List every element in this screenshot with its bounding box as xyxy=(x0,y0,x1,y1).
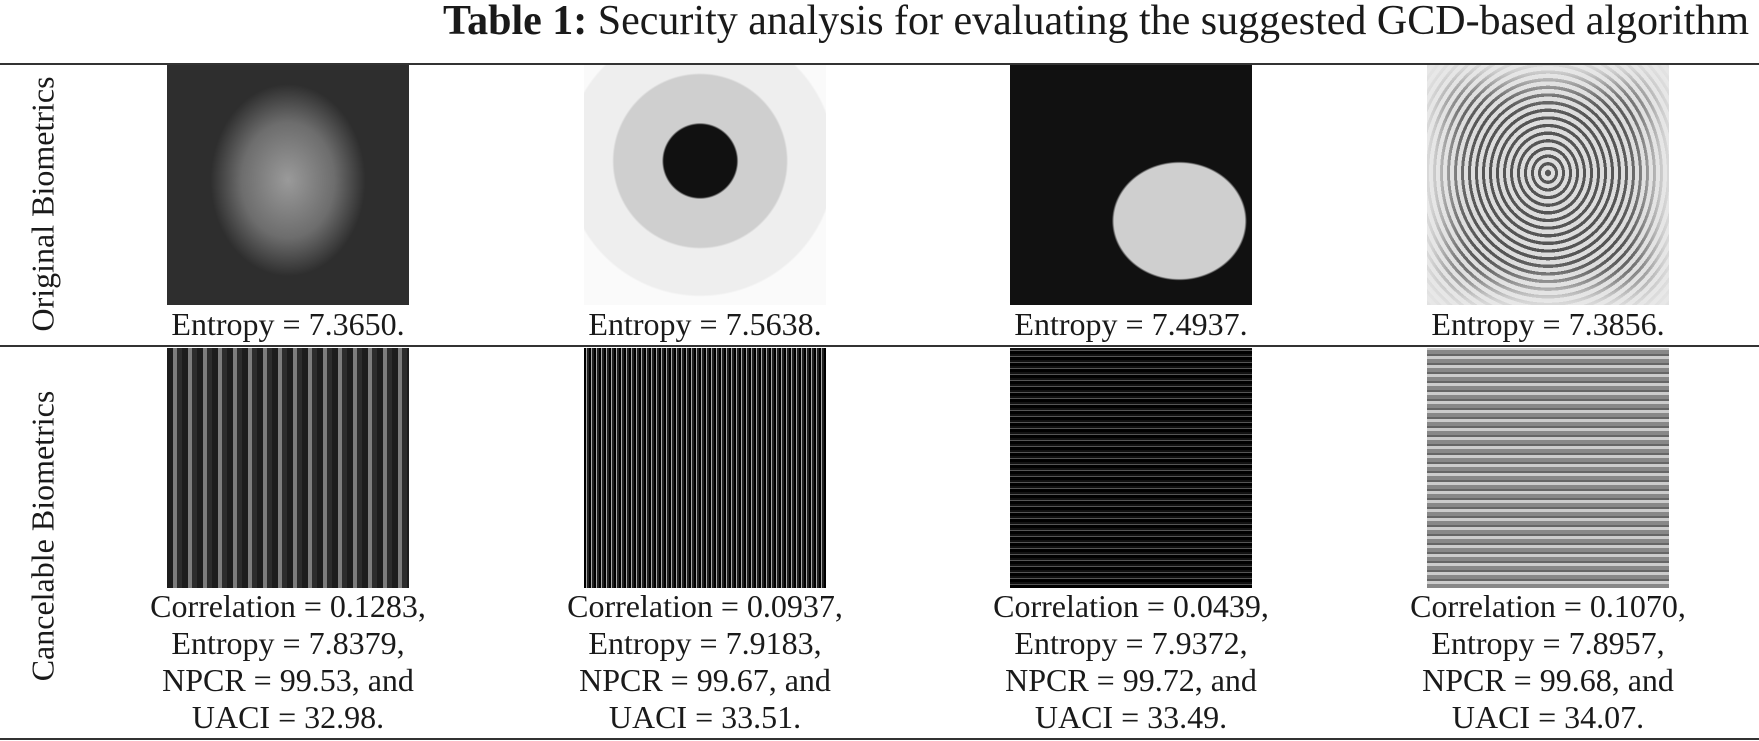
cell-line: Entropy = 7.4937. xyxy=(1014,306,1248,342)
face-image xyxy=(167,65,409,305)
cell-line: UACI = 33.51. xyxy=(608,699,802,735)
cell-line: Entropy = 7.3856. xyxy=(1431,306,1665,342)
cell-line: NPCR = 99.72, and xyxy=(1005,662,1257,698)
cell-line: Correlation = 0.1070, xyxy=(1410,588,1686,624)
cancelable-image xyxy=(167,348,409,588)
fingerprint-image xyxy=(1427,65,1669,305)
cell-line: Entropy = 7.8957, xyxy=(1431,625,1665,661)
caption-text: Security analysis for evaluating the sug… xyxy=(597,0,1749,44)
cancelable-image xyxy=(584,348,826,588)
row-header: Cancelable Biometrics xyxy=(24,390,61,682)
cell-text: Entropy = 7.3856. xyxy=(1431,306,1664,343)
cell-line: UACI = 32.98. xyxy=(191,699,385,735)
cell-line: UACI = 34.07. xyxy=(1451,699,1645,735)
cell-line: NPCR = 99.67, and xyxy=(579,662,831,698)
cell-line: Correlation = 0.0439, xyxy=(993,588,1269,624)
caption-label: Table 1: xyxy=(442,0,588,44)
row-header: Original Biometrics xyxy=(24,76,61,332)
cell-text: Entropy = 7.3650. xyxy=(171,306,404,343)
top-rule xyxy=(0,63,1759,65)
cell-text: Correlation = 0.0937, Entropy = 7.9183, NP… xyxy=(567,588,843,736)
cancelable-image xyxy=(1010,348,1252,588)
cancelable-image xyxy=(1427,348,1669,588)
cell-line: Entropy = 7.9183, xyxy=(588,625,822,661)
cell-text: Entropy = 7.5638. xyxy=(588,306,821,343)
cell-text: Correlation = 0.1283, Entropy = 7.8379, NP… xyxy=(150,588,426,736)
cell-text: Correlation = 0.0439, Entropy = 7.9372, NP… xyxy=(993,588,1269,736)
cell-line: NPCR = 99.68, and xyxy=(1422,662,1674,698)
cell-line: Entropy = 7.8379, xyxy=(171,625,405,661)
cell-text: Entropy = 7.4937. xyxy=(1014,306,1247,343)
palm-image xyxy=(1010,65,1252,305)
cell-line: Entropy = 7.5638. xyxy=(588,306,822,342)
cell-line: Correlation = 0.1283, xyxy=(150,588,426,624)
cell-line: Correlation = 0.0937, xyxy=(567,588,843,624)
caption: Table 1: Security analysis for evaluatin… xyxy=(443,0,1749,42)
mid-rule xyxy=(0,345,1759,347)
cell-line: Entropy = 7.3650. xyxy=(171,306,405,342)
iris-image xyxy=(584,65,826,305)
bottom-rule xyxy=(0,738,1759,740)
cell-line: UACI = 33.49. xyxy=(1034,699,1228,735)
cell-line: Entropy = 7.9372, xyxy=(1014,625,1248,661)
cell-text: Correlation = 0.1070, Entropy = 7.8957, NP… xyxy=(1410,588,1686,736)
cell-line: NPCR = 99.53, and xyxy=(162,662,414,698)
